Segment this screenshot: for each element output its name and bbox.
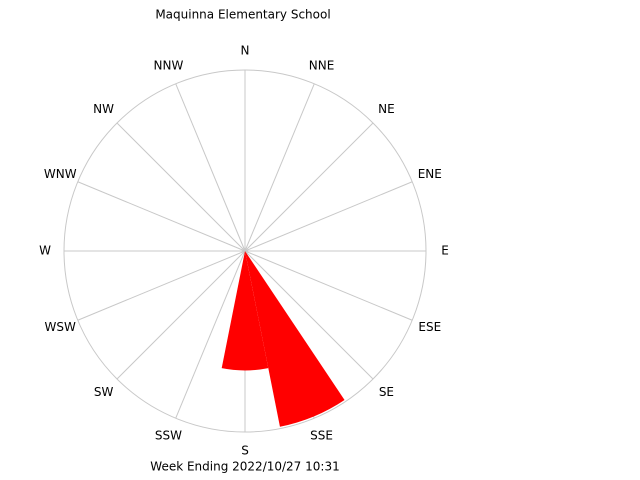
spoke <box>175 250 246 419</box>
spoke <box>116 250 246 380</box>
direction-label: NNE <box>309 59 335 73</box>
spoke <box>244 122 374 252</box>
direction-label: W <box>39 244 51 258</box>
direction-label: N <box>241 44 250 58</box>
spoke <box>244 250 374 380</box>
spoke <box>116 122 246 252</box>
direction-label: NNW <box>154 59 184 73</box>
spoke <box>77 250 246 321</box>
direction-label: WSW <box>45 320 76 334</box>
direction-label: NW <box>93 102 114 116</box>
direction-label: SSE <box>310 428 333 442</box>
direction-label: ESE <box>418 320 441 334</box>
direction-label: ENE <box>418 167 442 181</box>
wedge <box>221 251 269 371</box>
spoke <box>244 250 413 321</box>
direction-label: S <box>241 444 249 458</box>
direction-label: NE <box>378 102 395 116</box>
chart-subtitle: Week Ending 2022/10/27 10:31 <box>150 460 339 474</box>
spoke <box>244 181 413 252</box>
spoke <box>244 83 315 252</box>
direction-label: E <box>441 244 449 258</box>
direction-label: WNW <box>44 167 77 181</box>
spoke <box>77 181 246 252</box>
chart-title: Maquinna Elementary School <box>155 8 330 22</box>
direction-label: SE <box>379 385 394 399</box>
direction-label: SW <box>94 385 114 399</box>
direction-label: SSW <box>155 428 182 442</box>
spoke <box>175 83 246 252</box>
wedge <box>245 251 345 427</box>
